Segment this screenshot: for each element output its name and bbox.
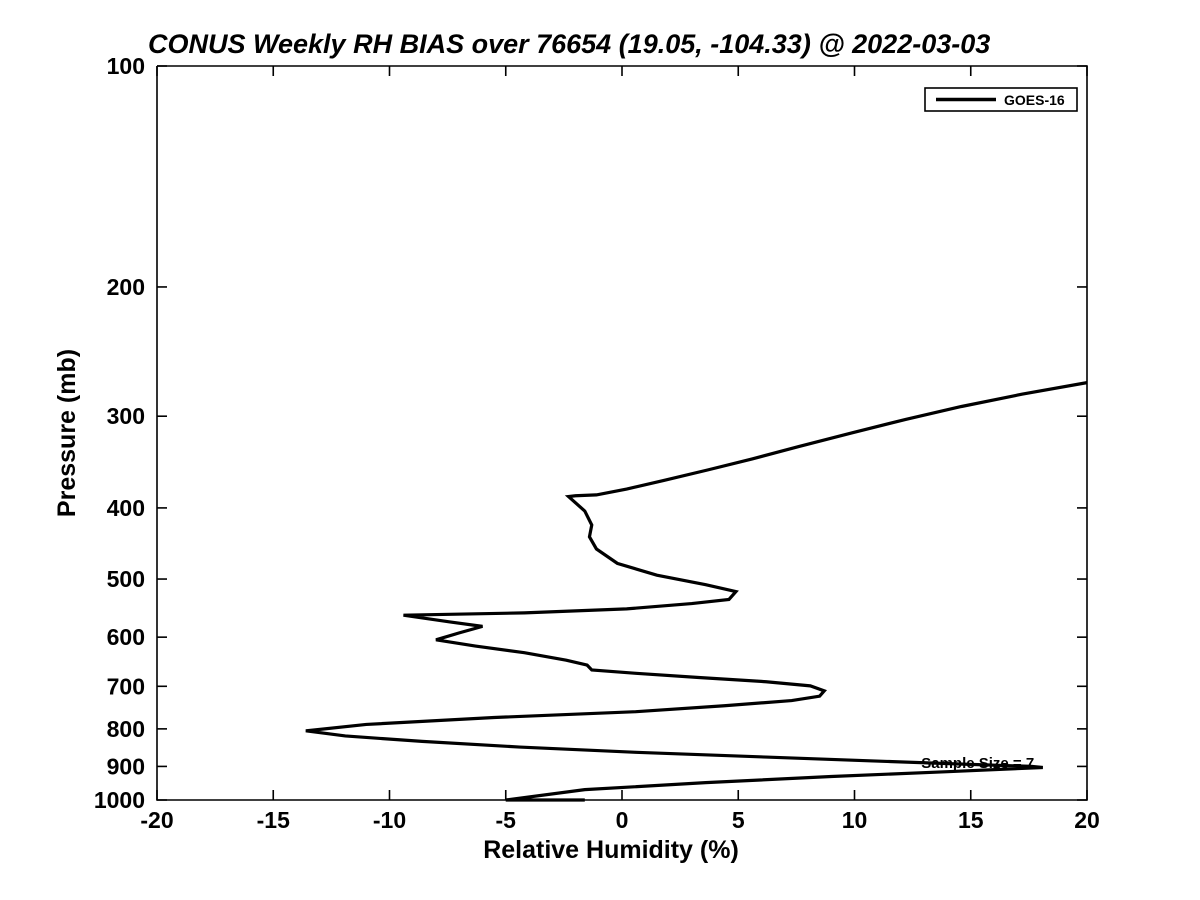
- x-tick-label-20: 20: [1074, 807, 1100, 833]
- x-axis-ticks: -20 -15 -10 -5 0 5 10 15 20: [140, 66, 1100, 833]
- y-tick-label-1000: 1000: [94, 787, 145, 813]
- legend-box: [924, 87, 1078, 112]
- legend: GOES-16: [924, 87, 1078, 112]
- page-title: CONUS Weekly RH BIAS over 76654 (19.05, …: [148, 29, 990, 59]
- data-series-group: [305, 381, 1088, 802]
- annotation-sample-size: Sample Size = 7: [921, 755, 1034, 772]
- x-tick-label--15: -15: [257, 807, 290, 833]
- y-axis-title: Pressure (mb): [53, 349, 81, 517]
- x-tick-label-10: 10: [842, 807, 868, 833]
- y-tick-label-200: 200: [107, 274, 145, 300]
- y-axis-ticks: 100 200 300 400 500 600 700 800 900 1000: [94, 53, 1087, 813]
- y-tick-label-500: 500: [107, 566, 145, 592]
- x-tick-label--10: -10: [373, 807, 406, 833]
- y-tick-label-700: 700: [107, 673, 145, 699]
- y-tick-label-400: 400: [107, 495, 145, 521]
- legend-label-goes16: GOES-16: [1004, 92, 1065, 108]
- x-tick-label-5: 5: [732, 807, 745, 833]
- x-tick-label--20: -20: [140, 807, 173, 833]
- x-tick-label--5: -5: [496, 807, 517, 833]
- series-line-goes-16: [305, 381, 1088, 802]
- x-tick-label-0: 0: [616, 807, 629, 833]
- y-tick-label-800: 800: [107, 716, 145, 742]
- y-tick-label-100: 100: [107, 53, 145, 79]
- chart-annotations: Sample Size = 7: [921, 755, 1034, 772]
- y-tick-label-900: 900: [107, 753, 145, 779]
- y-tick-label-300: 300: [107, 403, 145, 429]
- x-axis-title: Relative Humidity (%): [483, 836, 739, 864]
- plot-frame: [156, 65, 1088, 801]
- y-tick-label-600: 600: [107, 624, 145, 650]
- x-tick-label-15: 15: [958, 807, 984, 833]
